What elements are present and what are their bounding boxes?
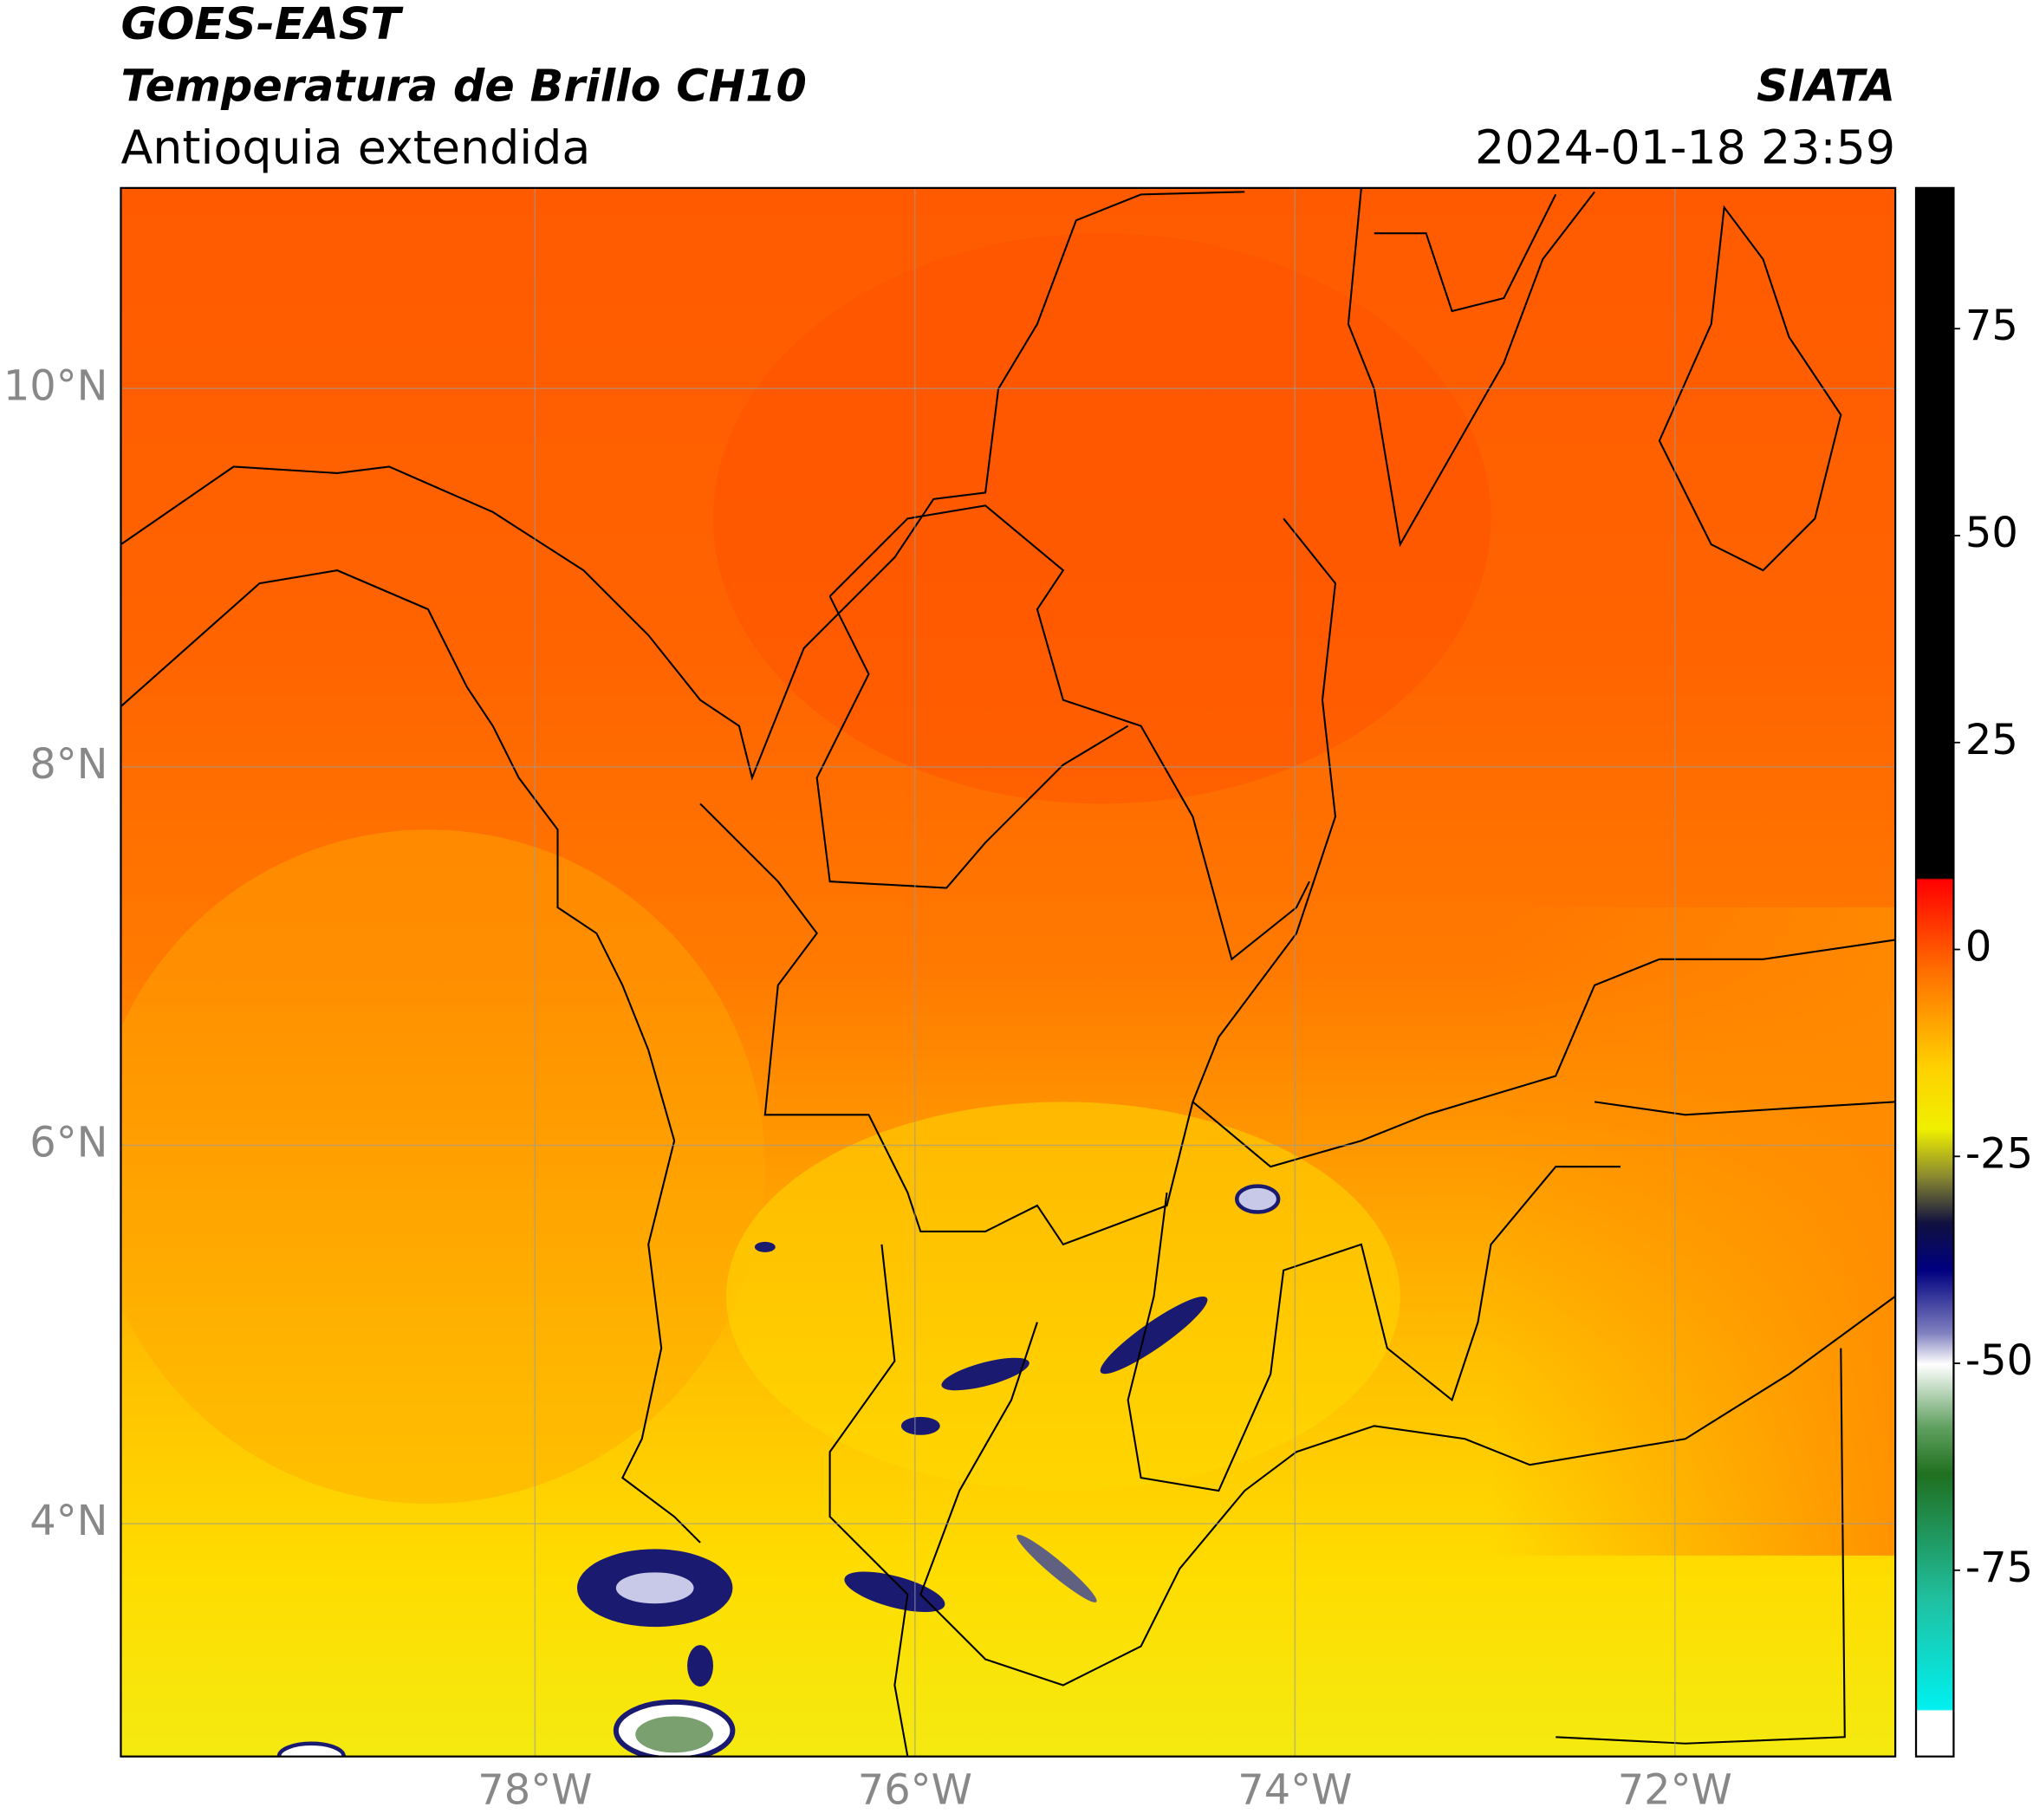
map <box>120 187 1896 1757</box>
brightness-field <box>713 233 1491 804</box>
colorbar-tick-label: 75 <box>1965 302 2018 350</box>
cloud <box>615 1572 694 1604</box>
lat-tick-label: 4°N <box>29 1498 107 1545</box>
source: SIATA <box>1757 61 1895 112</box>
subtitle: Temperatura de Brillo CH10 <box>120 61 806 112</box>
lon-tick-label: 76°W <box>858 1767 972 1815</box>
colorbar <box>1914 186 1955 1758</box>
lon-tick-label: 74°W <box>1237 1767 1352 1815</box>
lat-tick-label: 8°N <box>29 741 107 789</box>
coastline <box>120 191 1245 781</box>
cloud <box>754 1241 776 1252</box>
coastline <box>1658 205 1842 572</box>
lon-tick-label: 78°W <box>477 1767 592 1815</box>
colorbar-tick-label: -75 <box>1965 1544 2033 1592</box>
border <box>1374 193 1557 313</box>
coastline <box>120 569 701 1544</box>
title: GOES-EAST <box>120 0 404 49</box>
lon-tick-label: 72°W <box>1618 1767 1732 1815</box>
border <box>815 595 1129 889</box>
border <box>1192 939 1896 1168</box>
border <box>828 1244 909 1757</box>
lat-tick-label: 10°N <box>3 362 108 410</box>
cloud <box>687 1645 713 1687</box>
coastline <box>1347 187 1595 548</box>
datetime: 2024-01-18 23:59 <box>1475 120 1895 174</box>
lat-tick-label: 6°N <box>29 1120 107 1167</box>
colorbar-tick-label: 25 <box>1965 717 2018 764</box>
map-frame <box>120 186 1897 1758</box>
boundaries <box>120 187 1896 1757</box>
border <box>1556 1348 1846 1745</box>
cloud <box>1100 1296 1208 1375</box>
cloud <box>635 1716 713 1753</box>
brightness-field <box>1491 907 1896 1556</box>
brightness-field <box>120 829 765 1504</box>
region: Antioquia extendida <box>120 120 590 174</box>
colorbar-tick-label: 0 <box>1965 924 1991 972</box>
border <box>699 517 1337 1246</box>
cloud <box>941 1357 1029 1391</box>
cloud <box>844 1571 945 1612</box>
cloud <box>276 1741 346 1757</box>
colorbar-tick-label: -50 <box>1965 1337 2033 1385</box>
border <box>1127 1166 1621 1492</box>
border <box>919 1295 1896 1687</box>
cloud-tops <box>276 1184 1281 1757</box>
colorbar-tick-label: -25 <box>1965 1130 2033 1178</box>
border <box>828 504 1310 961</box>
border <box>1594 1101 1896 1116</box>
brightness-field <box>725 1102 1400 1492</box>
colorbar-tick-label: 50 <box>1965 510 2018 557</box>
cloud <box>900 1416 940 1435</box>
cloud <box>1017 1534 1097 1602</box>
cloud <box>1235 1184 1281 1214</box>
